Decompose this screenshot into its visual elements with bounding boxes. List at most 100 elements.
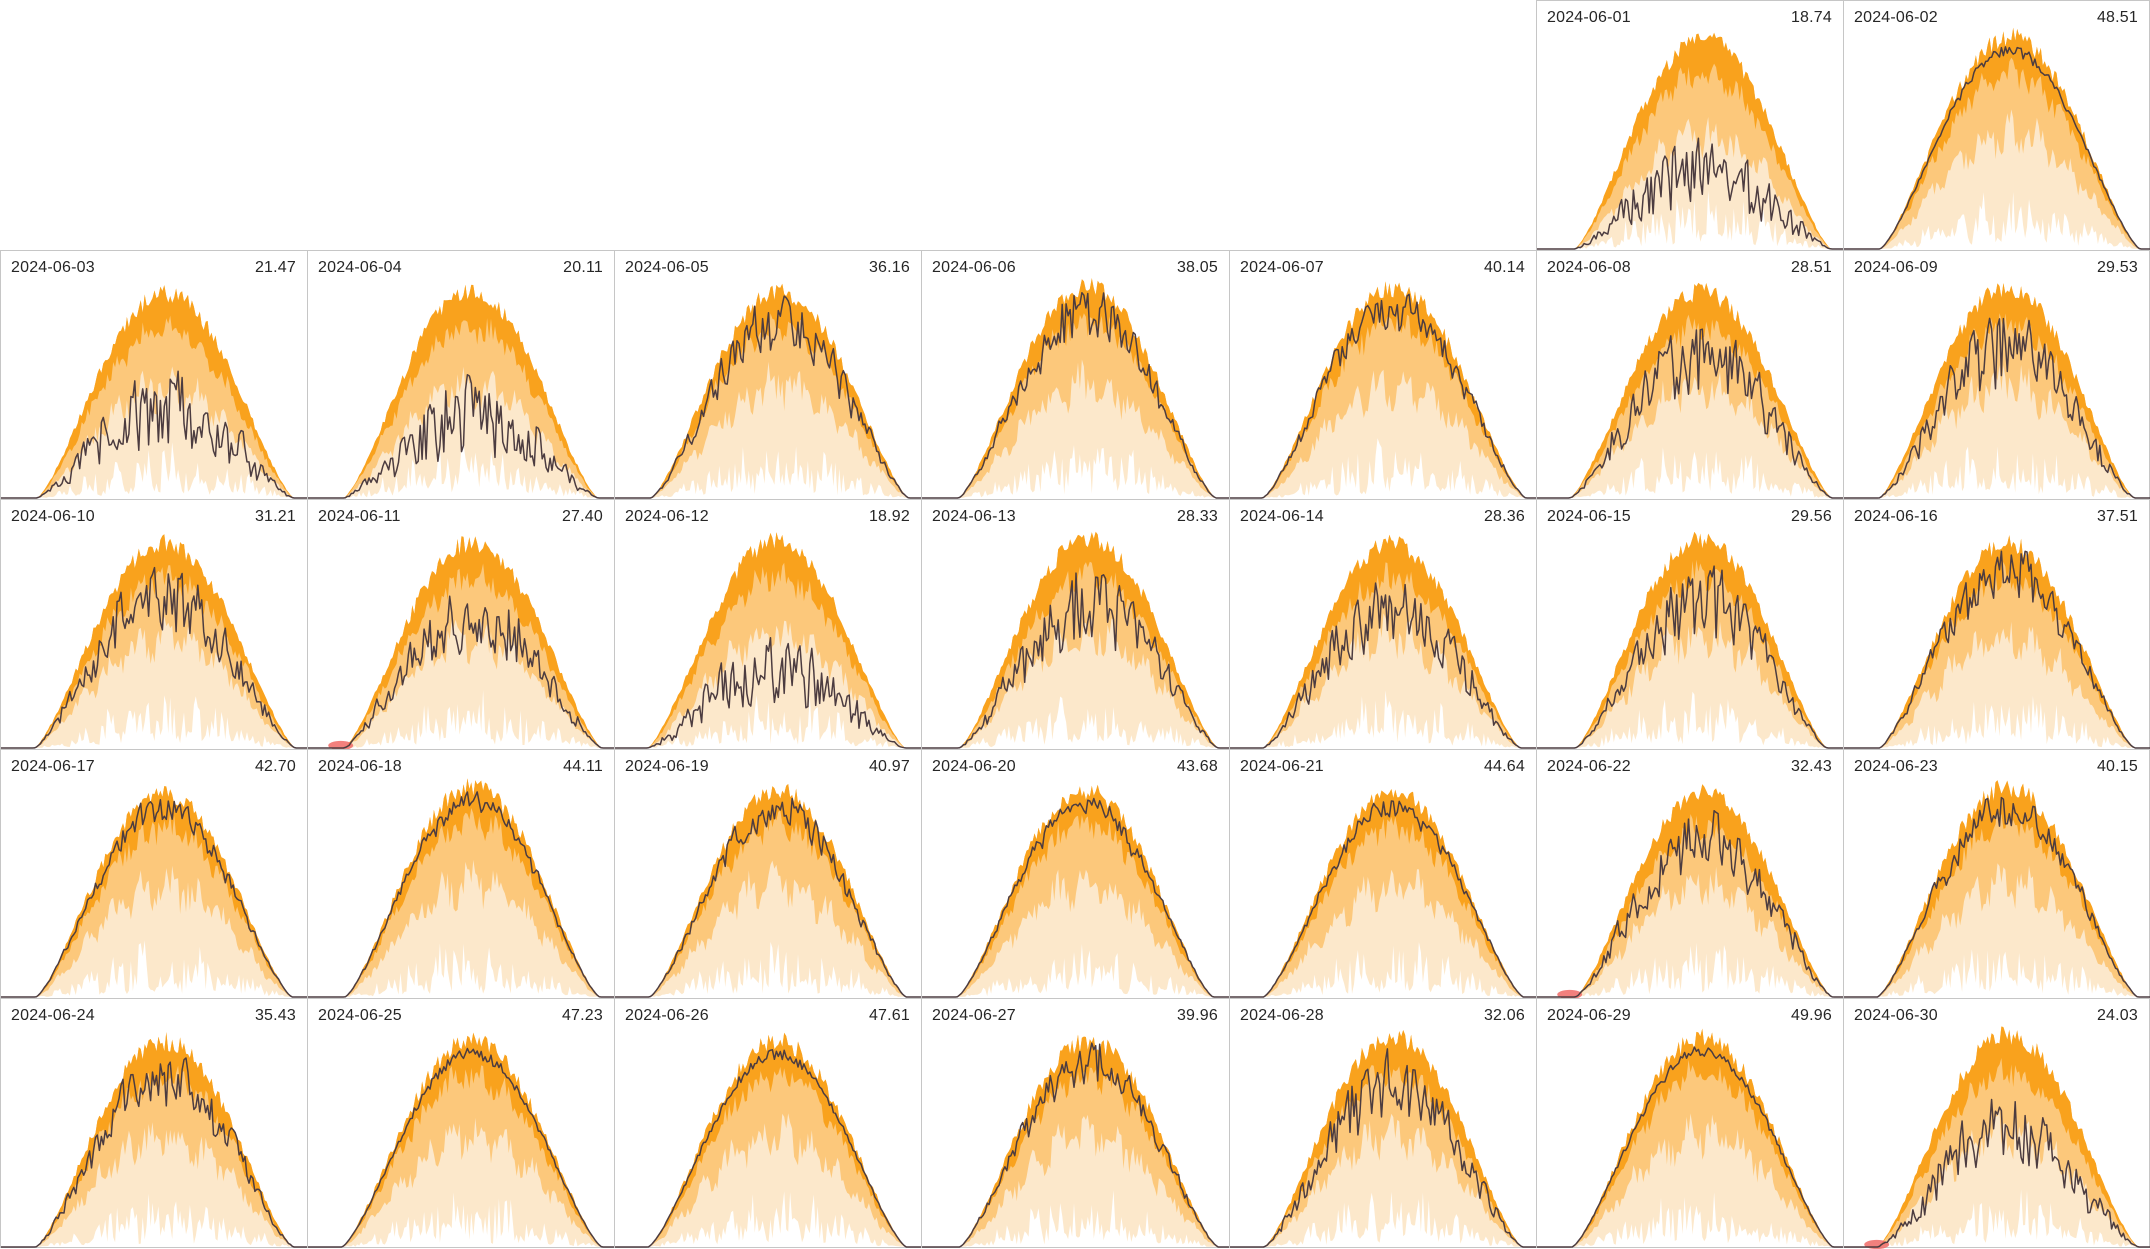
inner-band-area xyxy=(34,786,295,997)
inner-band-area xyxy=(343,778,602,997)
measured-line xyxy=(308,373,615,499)
measured-line xyxy=(615,797,922,998)
day-cell-2024-06-11: 2024-06-11 27.40 xyxy=(307,499,615,750)
measured-line xyxy=(1844,550,2150,749)
inner-band-area xyxy=(1879,27,2142,250)
measured-line xyxy=(1844,1098,2150,1248)
day-chart xyxy=(1230,789,1537,998)
inner-band-area xyxy=(957,531,1221,748)
day-chart xyxy=(922,531,1230,749)
day-cell-2024-06-20: 2024-06-20 43.68 xyxy=(921,749,1230,998)
middle-band-area xyxy=(1877,283,2136,498)
day-cell-2024-06-08: 2024-06-08 28.51 xyxy=(1536,250,1844,499)
middle-band-area xyxy=(343,778,602,997)
day-chart xyxy=(308,536,615,750)
day-cell-2024-06-17: 2024-06-17 42.70 xyxy=(0,749,308,998)
day-chart xyxy=(1230,534,1537,749)
measured-line xyxy=(922,797,1230,998)
measured-line xyxy=(1230,582,1537,749)
day-cell-2024-06-09: 2024-06-09 29.53 xyxy=(1843,250,2150,499)
outer-band-area xyxy=(1261,534,1522,748)
measured-line xyxy=(922,1042,1230,1248)
day-chart xyxy=(1844,535,2150,749)
middle-band-area xyxy=(648,784,909,997)
measured-line xyxy=(1537,565,1844,749)
day-chart xyxy=(1,285,308,499)
day-cell-2024-06-28: 2024-06-28 32.06 xyxy=(1229,998,1537,1248)
middle-band-area xyxy=(36,285,295,498)
day-cell-2024-06-25: 2024-06-25 47.23 xyxy=(307,998,615,1248)
measured-line xyxy=(922,291,1230,499)
day-cell-2024-06-30: 2024-06-30 24.03 xyxy=(1843,998,2150,1249)
middle-band-area xyxy=(341,1032,604,1247)
middle-band-area xyxy=(1261,281,1528,498)
day-chart xyxy=(1537,784,1844,999)
day-cell-2024-06-29: 2024-06-29 49.96 xyxy=(1536,998,1844,1248)
outer-band-area xyxy=(957,278,1217,498)
outer-band-area xyxy=(341,284,600,498)
day-cell-2024-06-10: 2024-06-10 31.21 xyxy=(0,499,308,749)
measured-line xyxy=(615,1049,922,1248)
day-chart xyxy=(615,532,922,749)
measured-line xyxy=(1844,796,2150,998)
inner-band-area xyxy=(957,1034,1221,1247)
measured-line xyxy=(1230,293,1537,499)
measured-line xyxy=(1,799,308,998)
day-cell-2024-06-19: 2024-06-19 40.97 xyxy=(614,749,922,998)
measured-line xyxy=(1,1057,308,1248)
day-cell-2024-06-01: 2024-06-01 18.74 xyxy=(1536,0,1844,250)
day-chart xyxy=(1,1032,308,1248)
day-cell-2024-06-27: 2024-06-27 39.96 xyxy=(921,998,1230,1248)
inner-band-area xyxy=(1263,1030,1524,1247)
middle-band-area xyxy=(1875,780,2140,997)
middle-band-area xyxy=(1574,784,1835,997)
day-chart xyxy=(1537,282,1844,499)
outer-band-area xyxy=(650,283,911,498)
day-chart xyxy=(1,786,308,998)
day-chart xyxy=(1,534,308,749)
middle-band-area xyxy=(646,1032,909,1247)
day-cell-2024-06-06: 2024-06-06 38.05 xyxy=(921,250,1230,499)
day-cell-2024-06-21: 2024-06-21 44.64 xyxy=(1229,749,1537,998)
day-chart xyxy=(615,784,922,998)
inner-band-area xyxy=(955,784,1215,997)
inner-band-area xyxy=(1568,282,1835,498)
inner-band-area xyxy=(1879,535,2136,748)
outer-band-area xyxy=(1574,784,1835,997)
measured-line xyxy=(1,566,308,749)
middle-band-area xyxy=(1263,1030,1524,1247)
measured-line xyxy=(615,295,922,499)
outer-band-area xyxy=(341,1032,604,1247)
day-chart xyxy=(1844,27,2150,250)
measured-line xyxy=(1844,317,2150,499)
day-chart xyxy=(308,1032,615,1248)
day-cell-2024-06-15: 2024-06-15 29.56 xyxy=(1536,499,1844,749)
inner-band-area xyxy=(648,784,909,997)
outer-band-area xyxy=(646,532,907,748)
middle-band-area xyxy=(1570,1028,1835,1247)
inner-band-area xyxy=(1877,283,2136,498)
day-cell-2024-06-12: 2024-06-12 18.92 xyxy=(614,499,922,749)
middle-band-area xyxy=(957,531,1221,748)
day-cell-2024-06-14: 2024-06-14 28.36 xyxy=(1229,499,1537,749)
inner-band-area xyxy=(1261,534,1522,748)
day-chart xyxy=(922,784,1230,998)
outer-band-area xyxy=(1875,1026,2140,1247)
day-chart xyxy=(1230,281,1537,499)
day-cell-2024-06-22: 2024-06-22 32.43 xyxy=(1536,749,1844,999)
day-chart xyxy=(615,1032,922,1248)
middle-band-area xyxy=(343,536,604,748)
measured-line xyxy=(1,370,308,499)
day-cell-2024-06-24: 2024-06-24 35.43 xyxy=(0,998,308,1248)
day-cell-2024-06-03: 2024-06-03 21.47 xyxy=(0,250,308,499)
measured-line xyxy=(1537,328,1844,499)
measured-line xyxy=(1537,809,1844,998)
day-chart xyxy=(308,284,615,499)
day-chart xyxy=(1844,1026,2150,1249)
day-chart xyxy=(1844,283,2150,499)
day-cell-2024-06-18: 2024-06-18 44.11 xyxy=(307,749,615,998)
day-cell-2024-06-04: 2024-06-04 20.11 xyxy=(307,250,615,499)
middle-band-area xyxy=(1261,789,1526,997)
outer-band-area xyxy=(1261,281,1528,498)
